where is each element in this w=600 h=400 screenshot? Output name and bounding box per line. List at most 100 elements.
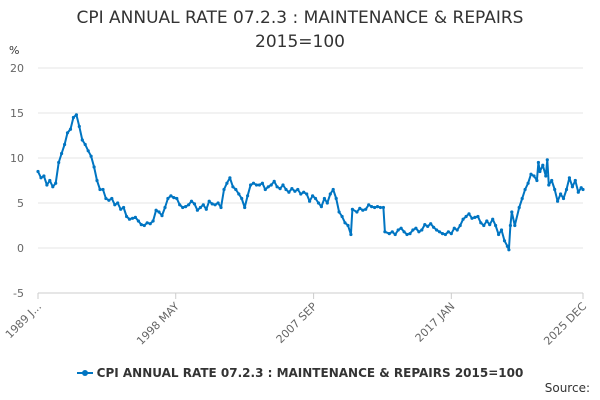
data-point[interactable]	[437, 230, 442, 234]
data-point[interactable]	[275, 185, 279, 189]
data-point[interactable]	[175, 196, 179, 201]
data-point[interactable]	[381, 205, 385, 210]
data-point[interactable]	[458, 223, 462, 228]
data-point[interactable]	[74, 113, 78, 117]
data-point[interactable]	[331, 187, 335, 192]
data-point[interactable]	[350, 207, 354, 211]
data-point[interactable]	[423, 223, 427, 227]
data-point[interactable]	[461, 217, 465, 221]
data-point[interactable]	[499, 228, 504, 232]
data-point[interactable]	[36, 169, 40, 174]
data-point[interactable]	[284, 187, 288, 192]
data-point[interactable]	[355, 210, 359, 214]
data-point[interactable]	[110, 196, 114, 201]
data-point[interactable]	[219, 205, 223, 210]
data-point[interactable]	[479, 221, 483, 225]
data-point[interactable]	[45, 183, 49, 187]
data-point[interactable]	[470, 216, 474, 220]
data-point[interactable]	[290, 187, 294, 191]
data-point[interactable]	[281, 183, 285, 187]
data-point[interactable]	[178, 203, 182, 207]
data-point[interactable]	[358, 206, 362, 210]
data-point[interactable]	[237, 192, 241, 196]
data-point[interactable]	[263, 187, 267, 192]
data-point[interactable]	[269, 183, 273, 187]
data-point[interactable]	[446, 230, 450, 234]
data-point[interactable]	[160, 214, 164, 218]
data-point[interactable]	[417, 230, 421, 234]
data-point[interactable]	[195, 208, 199, 212]
data-point[interactable]	[213, 203, 217, 207]
data-point[interactable]	[517, 205, 521, 210]
data-point[interactable]	[184, 205, 188, 209]
data-point[interactable]	[432, 225, 436, 229]
data-point[interactable]	[328, 192, 332, 196]
data-point[interactable]	[127, 217, 132, 221]
data-point[interactable]	[243, 205, 247, 210]
data-point[interactable]	[564, 187, 569, 192]
data-point[interactable]	[526, 181, 530, 185]
data-point[interactable]	[311, 194, 315, 198]
data-point[interactable]	[210, 202, 214, 206]
data-point[interactable]	[201, 203, 205, 207]
data-point[interactable]	[68, 127, 73, 131]
data-point[interactable]	[98, 187, 102, 192]
data-point[interactable]	[375, 205, 380, 209]
data-point[interactable]	[393, 232, 397, 237]
data-point[interactable]	[378, 205, 383, 210]
data-point[interactable]	[308, 199, 312, 203]
data-point[interactable]	[60, 151, 64, 156]
data-point[interactable]	[222, 187, 226, 192]
data-point[interactable]	[172, 196, 176, 200]
data-point[interactable]	[319, 205, 323, 209]
data-point[interactable]	[411, 228, 415, 232]
data-point[interactable]	[464, 214, 468, 219]
data-point[interactable]	[508, 223, 512, 228]
data-point[interactable]	[491, 217, 495, 221]
data-point[interactable]	[287, 190, 291, 194]
data-point[interactable]	[364, 207, 368, 211]
data-point[interactable]	[240, 196, 244, 201]
data-point[interactable]	[278, 187, 282, 191]
data-point[interactable]	[77, 124, 81, 129]
data-point[interactable]	[455, 228, 459, 232]
data-point[interactable]	[545, 158, 549, 162]
data-point[interactable]	[187, 203, 191, 207]
data-point[interactable]	[573, 178, 577, 183]
data-point[interactable]	[95, 178, 99, 183]
data-point[interactable]	[559, 192, 563, 196]
data-point[interactable]	[482, 223, 486, 228]
data-point[interactable]	[334, 196, 338, 201]
data-point[interactable]	[151, 219, 155, 223]
data-point[interactable]	[42, 174, 46, 178]
data-point[interactable]	[299, 192, 303, 196]
data-point[interactable]	[523, 187, 527, 192]
data-point[interactable]	[387, 232, 391, 236]
data-point[interactable]	[125, 214, 129, 219]
data-point[interactable]	[89, 154, 93, 158]
data-point[interactable]	[337, 210, 341, 214]
data-point[interactable]	[63, 142, 67, 147]
data-point[interactable]	[429, 222, 433, 226]
data-point[interactable]	[130, 216, 135, 220]
data-point[interactable]	[116, 201, 120, 205]
data-point[interactable]	[553, 187, 557, 192]
data-point[interactable]	[189, 199, 194, 203]
data-point[interactable]	[246, 194, 250, 198]
data-point[interactable]	[420, 228, 424, 232]
data-point[interactable]	[473, 215, 477, 219]
data-point[interactable]	[414, 226, 418, 230]
data-point[interactable]	[293, 189, 297, 193]
data-point[interactable]	[494, 223, 498, 228]
data-point[interactable]	[305, 192, 309, 196]
data-point[interactable]	[449, 232, 453, 236]
data-point[interactable]	[225, 181, 229, 185]
data-point[interactable]	[207, 199, 211, 203]
data-point[interactable]	[322, 196, 326, 201]
data-point[interactable]	[122, 205, 126, 210]
data-point[interactable]	[251, 181, 256, 185]
data-point[interactable]	[163, 205, 167, 210]
data-point[interactable]	[145, 221, 149, 225]
data-point[interactable]	[48, 178, 52, 183]
data-point[interactable]	[39, 176, 43, 180]
